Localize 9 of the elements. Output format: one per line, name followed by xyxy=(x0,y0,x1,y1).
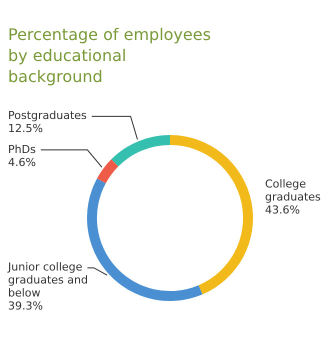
data-label: 39.3% xyxy=(8,300,43,313)
chart-title: Percentage of employees by educational background xyxy=(8,24,212,87)
slice-label: PhDs xyxy=(8,142,36,156)
data-label: 43.6% xyxy=(265,203,300,216)
data-label: 12.5% xyxy=(8,122,43,136)
slice-label: College graduates xyxy=(265,177,322,204)
data-label: 4.6% xyxy=(8,156,36,169)
slice-label: Postgraduates xyxy=(8,109,88,122)
slice-label: Junior college graduates and below xyxy=(7,260,88,300)
